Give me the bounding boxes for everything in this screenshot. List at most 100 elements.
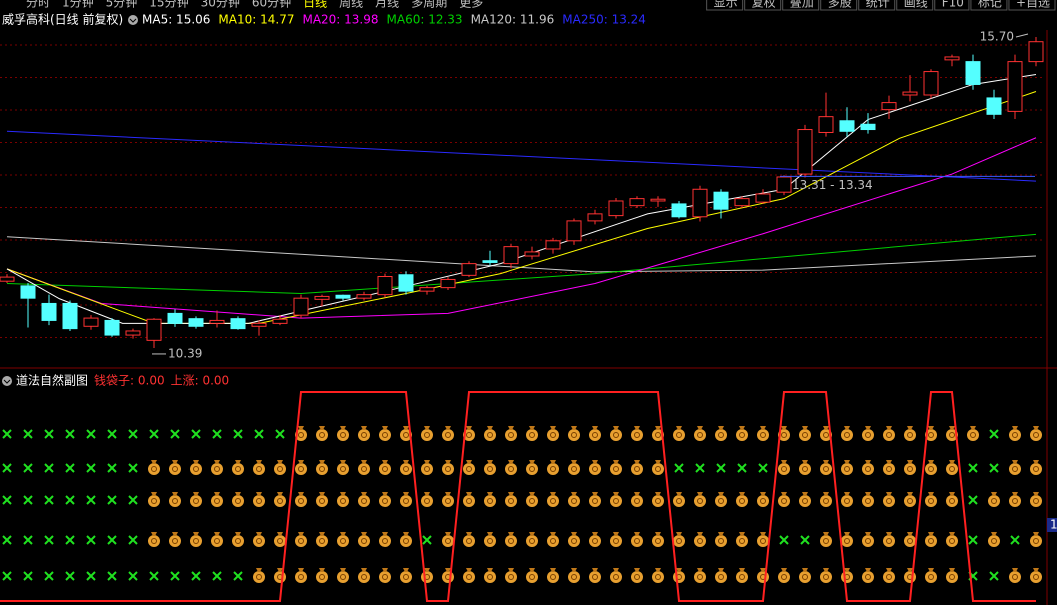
menu-icon[interactable] — [128, 15, 138, 25]
bag-body — [862, 495, 874, 507]
bag-neck — [928, 426, 934, 430]
bag-body — [190, 535, 202, 547]
button-frame[interactable] — [1008, 0, 1056, 11]
money-bag — [169, 492, 181, 507]
bag-neck — [886, 568, 892, 572]
toolbar-button[interactable]: 叠加 — [790, 0, 814, 10]
bag-body — [526, 571, 538, 583]
period-tab[interactable]: 分时 — [26, 0, 50, 10]
bag-neck — [529, 460, 535, 464]
bag-body — [211, 463, 223, 475]
bag-mark — [424, 432, 430, 438]
cross — [191, 429, 201, 439]
bag-body — [904, 429, 916, 441]
toolbar-button[interactable]: +自选 — [1016, 0, 1050, 10]
button-frame[interactable] — [744, 0, 782, 11]
toolbar-button[interactable]: 统计 — [866, 0, 890, 10]
bag-body — [799, 571, 811, 583]
bag-body — [862, 429, 874, 441]
bag-neck — [361, 492, 367, 496]
cross — [128, 571, 138, 581]
period-tab[interactable]: 月线 — [375, 0, 399, 10]
bag-mark — [151, 466, 157, 472]
period-tab[interactable]: 30分钟 — [201, 0, 240, 10]
bag-neck — [844, 568, 850, 572]
button-frame[interactable] — [706, 0, 744, 11]
toolbar-button[interactable]: 显示 — [714, 0, 738, 10]
money-bag — [568, 568, 580, 583]
candle-body — [335, 294, 351, 299]
bag-neck — [466, 532, 472, 536]
bag-body — [358, 463, 370, 475]
bag-body — [652, 495, 664, 507]
money-bag — [610, 568, 622, 583]
bag-neck — [781, 460, 787, 464]
period-tab[interactable]: 5分钟 — [106, 0, 138, 10]
bag-neck — [760, 568, 766, 572]
money-bag — [169, 532, 181, 547]
cross-mark — [422, 535, 432, 545]
cross-mark — [44, 571, 54, 581]
menu-icon[interactable] — [2, 376, 12, 386]
cross — [170, 571, 180, 581]
button-frame[interactable] — [934, 0, 970, 11]
toolbar-button[interactable]: 多股 — [828, 0, 852, 10]
bag-neck — [634, 460, 640, 464]
bag-neck — [592, 460, 598, 464]
main-panel: 15.70 10.39 13.31 - 13.34 — [0, 30, 1044, 360]
bag-body — [274, 463, 286, 475]
toolbar-button[interactable]: 画线 — [904, 0, 928, 10]
money-bag — [442, 426, 454, 441]
cross — [989, 429, 999, 439]
money-bag — [274, 492, 286, 507]
money-bag — [652, 532, 664, 547]
bag-neck — [529, 568, 535, 572]
candle-body — [314, 295, 330, 300]
period-tab[interactable]: 周线 — [339, 0, 363, 10]
bag-body — [883, 571, 895, 583]
button-frame[interactable] — [858, 0, 896, 11]
candle-body — [902, 91, 918, 96]
button-frame[interactable] — [896, 0, 934, 11]
bag-neck — [949, 426, 955, 430]
cross-mark — [23, 463, 33, 473]
period-tab[interactable]: 60分钟 — [252, 0, 291, 10]
money-bag — [694, 426, 706, 441]
bag-neck — [739, 568, 745, 572]
money-bag — [715, 568, 727, 583]
money-bag — [316, 568, 328, 583]
period-tab[interactable]: 15分钟 — [149, 0, 188, 10]
cross — [44, 495, 54, 505]
toolbar-button[interactable]: F10 — [942, 0, 964, 10]
bag-neck — [760, 426, 766, 430]
bag-mark — [466, 574, 472, 580]
period-tab[interactable]: 更多 — [459, 0, 483, 10]
bag-mark — [403, 466, 409, 472]
money-bag — [1030, 568, 1042, 583]
bag-mark — [529, 538, 535, 544]
bag-body — [505, 535, 517, 547]
bag-body — [232, 463, 244, 475]
period-tab[interactable]: 日线 — [303, 0, 327, 10]
money-bag — [1030, 492, 1042, 507]
toolbar-button[interactable]: 复权 — [752, 0, 776, 10]
cross — [107, 535, 117, 545]
money-bag — [1009, 460, 1021, 475]
toolbar-button[interactable]: 标记 — [978, 0, 1002, 10]
bag-neck — [403, 568, 409, 572]
bag-neck — [802, 568, 808, 572]
period-tab[interactable]: 1分钟 — [62, 0, 94, 10]
bag-body — [631, 571, 643, 583]
button-frame[interactable] — [782, 0, 820, 11]
bag-neck — [298, 460, 304, 464]
period-tab[interactable]: 多周期 — [411, 0, 447, 10]
bag-neck — [886, 460, 892, 464]
bag-neck — [403, 426, 409, 430]
annotation-arrow — [1015, 33, 1029, 38]
bag-body — [610, 429, 622, 441]
money-bag — [358, 532, 370, 547]
money-bag — [190, 460, 202, 475]
button-frame[interactable] — [820, 0, 858, 11]
button-frame[interactable] — [970, 0, 1008, 11]
bag-body — [295, 571, 307, 583]
